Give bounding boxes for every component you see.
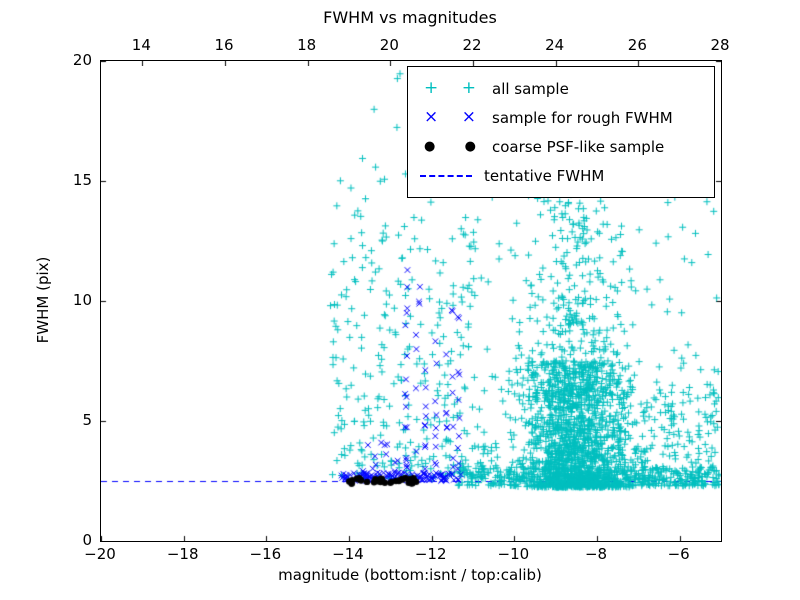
x-tick-label-top: 28 bbox=[710, 36, 730, 54]
x-tick-label-top: 16 bbox=[214, 36, 234, 54]
dashed-line-icon bbox=[420, 174, 472, 177]
legend-label: sample for rough FWHM bbox=[492, 108, 673, 127]
legend-item-all-sample: + + all sample bbox=[408, 74, 714, 103]
legend-label: all sample bbox=[492, 79, 569, 98]
plot-area: + + all sample × × sample for rough FWHM ●… bbox=[100, 60, 722, 542]
x-tick-label-top: 22 bbox=[462, 36, 482, 54]
x-tick-label-bottom: −18 bbox=[166, 545, 199, 563]
x-tick-label-bottom: −14 bbox=[332, 545, 364, 563]
dot-marker-icon: ● ● bbox=[424, 139, 476, 154]
x-tick-label-bottom: −10 bbox=[497, 545, 530, 563]
cross-marker-icon: × × bbox=[424, 107, 476, 127]
y-tick-label: 20 bbox=[72, 51, 92, 69]
x-tick-label-bottom: −16 bbox=[249, 545, 282, 563]
x-tick-label-bottom: −20 bbox=[84, 545, 116, 563]
legend-item-tentative-fwhm: tentative FWHM bbox=[408, 161, 714, 190]
x-tick-label-top: 24 bbox=[545, 36, 565, 54]
legend: + + all sample × × sample for rough FWHM ●… bbox=[407, 66, 715, 198]
x-tick-label-top: 14 bbox=[131, 36, 151, 54]
x-tick-label-top: 18 bbox=[297, 36, 317, 54]
y-axis-label: FWHM (pix) bbox=[34, 256, 52, 344]
y-tick-label: 15 bbox=[72, 171, 92, 189]
legend-label: coarse PSF-like sample bbox=[492, 137, 665, 156]
x-tick-label-bottom: −6 bbox=[667, 545, 690, 563]
x-tick-label-bottom: −8 bbox=[584, 545, 608, 563]
x-tick-label-bottom: −12 bbox=[414, 545, 447, 563]
y-tick-label: 5 bbox=[82, 411, 92, 429]
x-tick-label-top: 26 bbox=[627, 36, 647, 54]
legend-label: tentative FWHM bbox=[484, 166, 605, 185]
x-axis-label: magnitude (bottom:isnt / top:calib) bbox=[278, 566, 542, 584]
plus-marker-icon: + + bbox=[424, 78, 476, 98]
legend-item-psf-sample: ● ● coarse PSF-like sample bbox=[408, 132, 714, 161]
x-tick-label-top: 20 bbox=[379, 36, 399, 54]
y-tick-label: 0 bbox=[82, 531, 92, 549]
chart-title: FWHM vs magnitudes bbox=[323, 8, 497, 27]
y-tick-label: 10 bbox=[72, 291, 92, 309]
legend-item-rough-fwhm: × × sample for rough FWHM bbox=[408, 103, 714, 132]
